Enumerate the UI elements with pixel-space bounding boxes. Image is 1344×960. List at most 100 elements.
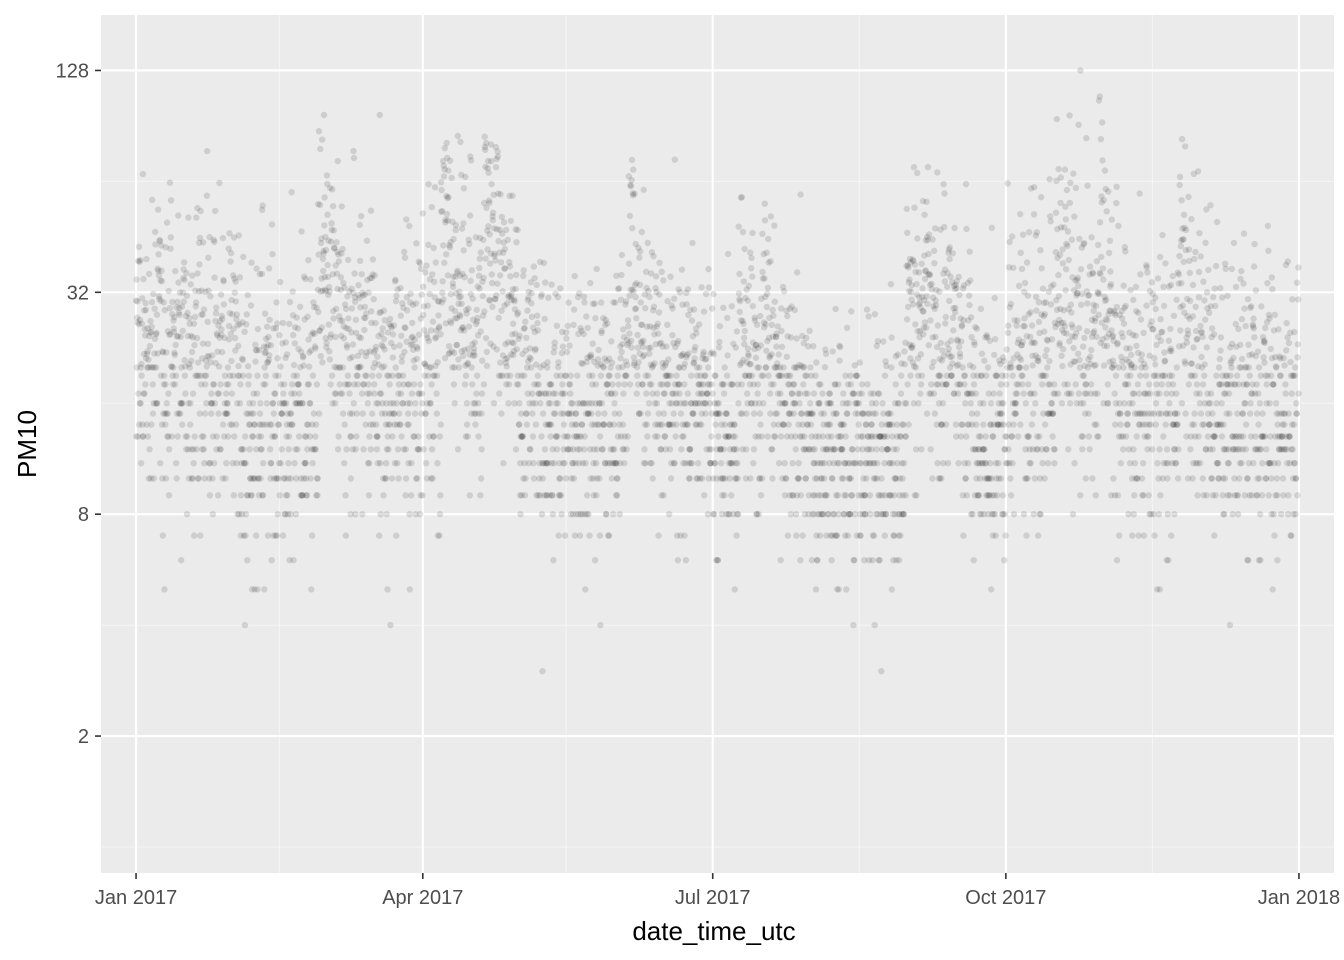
data-point-2739 bbox=[860, 511, 867, 518]
data-point-4126 bbox=[1228, 364, 1235, 371]
data-point-1657 bbox=[572, 410, 580, 417]
data-point-3489 bbox=[1059, 362, 1066, 370]
data-point-1042 bbox=[409, 333, 416, 340]
data-point-1247 bbox=[463, 421, 471, 428]
data-point-1750 bbox=[597, 360, 604, 368]
data-point-3005 bbox=[930, 390, 938, 397]
data-point-1306 bbox=[479, 292, 486, 300]
data-point-2407 bbox=[771, 433, 779, 440]
data-point-1233 bbox=[460, 220, 467, 227]
data-point-746 bbox=[330, 244, 338, 251]
data-point-258 bbox=[201, 475, 208, 482]
data-point-1843 bbox=[622, 301, 629, 308]
data-point-2343 bbox=[754, 344, 762, 352]
data-point-4355 bbox=[1289, 296, 1296, 303]
data-point-1267 bbox=[469, 341, 476, 348]
data-point-780 bbox=[339, 410, 347, 417]
data-point-3398 bbox=[1035, 532, 1042, 539]
data-point-2065 bbox=[681, 381, 688, 388]
data-point-3970 bbox=[1186, 297, 1194, 304]
data-point-3359 bbox=[1024, 292, 1032, 299]
data-point-3523 bbox=[1068, 309, 1075, 316]
data-point-1061 bbox=[414, 446, 421, 453]
data-point-1373 bbox=[497, 191, 504, 198]
data-point-2667 bbox=[840, 511, 848, 518]
data-point-4211 bbox=[1250, 263, 1258, 270]
data-point-289 bbox=[209, 511, 216, 518]
data-point-412 bbox=[242, 532, 249, 539]
data-point-4233 bbox=[1256, 400, 1264, 407]
data-point-1019 bbox=[403, 338, 410, 345]
data-point-2705 bbox=[851, 557, 858, 564]
data-point-2038 bbox=[673, 532, 681, 539]
data-point-1562 bbox=[547, 381, 554, 388]
data-point-1018 bbox=[403, 216, 410, 223]
data-point-1465 bbox=[521, 492, 529, 499]
data-point-2540 bbox=[807, 364, 814, 371]
data-point-1075 bbox=[418, 410, 425, 417]
data-point-2212 bbox=[720, 304, 727, 311]
data-point-2741 bbox=[860, 492, 867, 499]
data-point-2239 bbox=[727, 381, 734, 388]
data-point-1301 bbox=[478, 410, 485, 417]
data-point-1707 bbox=[586, 372, 593, 379]
data-point-526 bbox=[272, 532, 279, 539]
data-point-4028 bbox=[1202, 239, 1209, 246]
data-point-2580 bbox=[817, 492, 825, 499]
data-point-4298 bbox=[1274, 492, 1281, 499]
data-point-697 bbox=[317, 239, 325, 247]
data-point-4018 bbox=[1199, 475, 1207, 482]
data-point-2320 bbox=[748, 372, 756, 379]
data-point-2236 bbox=[726, 475, 733, 482]
data-point-895 bbox=[370, 296, 377, 303]
data-point-326 bbox=[219, 475, 226, 482]
data-point-2030 bbox=[671, 381, 679, 388]
data-point-689 bbox=[315, 128, 323, 135]
data-point-2656 bbox=[838, 433, 845, 440]
data-point-859 bbox=[360, 314, 368, 322]
data-point-1748 bbox=[596, 433, 604, 440]
data-point-1783 bbox=[606, 421, 613, 428]
data-point-3007 bbox=[931, 260, 938, 267]
data-point-2780 bbox=[870, 532, 878, 539]
data-point-1938 bbox=[647, 344, 654, 351]
data-point-2612 bbox=[826, 460, 833, 467]
data-point-2418 bbox=[774, 390, 782, 397]
data-point-2749 bbox=[862, 421, 870, 428]
data-point-1394 bbox=[503, 226, 510, 234]
data-point-2394 bbox=[768, 351, 775, 358]
data-point-454 bbox=[253, 265, 260, 272]
data-point-4367 bbox=[1292, 511, 1299, 518]
data-point-1276 bbox=[471, 339, 478, 346]
data-point-1548 bbox=[543, 460, 551, 467]
data-point-1706 bbox=[585, 400, 593, 407]
data-point-269 bbox=[204, 353, 211, 360]
data-point-3980 bbox=[1189, 313, 1197, 320]
data-point-1355 bbox=[492, 143, 499, 151]
data-point-241 bbox=[196, 234, 204, 241]
data-point-2150 bbox=[703, 390, 711, 397]
data-point-1378 bbox=[498, 213, 506, 221]
data-point-3825 bbox=[1148, 318, 1155, 325]
data-point-433 bbox=[247, 302, 255, 309]
data-point-2562 bbox=[813, 359, 820, 366]
data-point-2630 bbox=[831, 511, 838, 518]
data-point-324 bbox=[218, 348, 226, 356]
data-point-2231 bbox=[725, 511, 732, 518]
data-point-1 bbox=[133, 433, 140, 440]
data-point-1763 bbox=[600, 421, 608, 428]
data-point-3820 bbox=[1147, 390, 1154, 397]
data-point-1910 bbox=[640, 343, 647, 350]
data-point-1262 bbox=[467, 157, 475, 164]
data-point-2485 bbox=[792, 446, 799, 453]
data-point-1337 bbox=[487, 141, 495, 148]
data-point-176 bbox=[179, 327, 186, 335]
data-point-1623 bbox=[563, 348, 571, 356]
data-point-2363 bbox=[760, 400, 767, 407]
data-point-2566 bbox=[814, 557, 821, 564]
data-point-804 bbox=[346, 390, 353, 397]
data-point-1113 bbox=[428, 381, 435, 388]
data-point-1879 bbox=[631, 281, 639, 289]
data-point-1361 bbox=[494, 280, 501, 287]
data-point-144 bbox=[171, 314, 178, 321]
